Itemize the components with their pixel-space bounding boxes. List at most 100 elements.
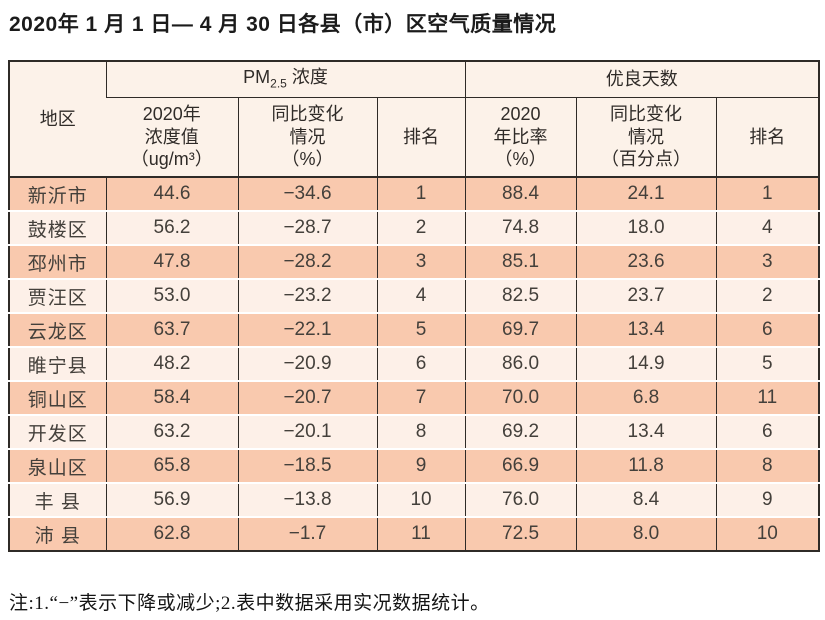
- cell-region: 睢宁县: [9, 347, 106, 382]
- cell-days-rate: 69.2: [464, 415, 577, 450]
- cell-pm-value: 53.0: [105, 279, 238, 314]
- cell-days-rank: 9: [715, 483, 820, 518]
- cell-pm-rank: 11: [376, 517, 466, 551]
- cell-pm-rank: 6: [376, 347, 466, 382]
- cell-days-rate: 85.1: [464, 245, 577, 280]
- cell-pm-value: 47.8: [105, 245, 238, 280]
- cell-days-rate: 88.4: [464, 177, 577, 212]
- cell-days-rate: 66.9: [464, 449, 577, 484]
- pm25-label-subscript: 2.5: [270, 77, 287, 92]
- cell-days-change: 18.0: [575, 211, 717, 246]
- pm25-label-base: PM: [243, 67, 271, 88]
- cell-pm-rank: 10: [376, 483, 466, 518]
- cell-days-change: 23.7: [575, 279, 717, 314]
- cell-pm-change: −13.8: [237, 483, 377, 518]
- cell-pm-value: 48.2: [105, 347, 238, 382]
- table-row: 贾汪区 53.0 −23.2 4 82.5 23.7 2: [9, 279, 820, 314]
- cell-days-rank: 11: [715, 381, 820, 416]
- cell-pm-value: 65.8: [105, 449, 238, 484]
- table-header: 地区 PM2.5 浓度 优良天数 2020年 浓度值 （ug/m³） 同比变化 …: [9, 61, 820, 178]
- cell-region: 邳州市: [9, 245, 106, 280]
- cell-days-rate: 69.7: [464, 313, 577, 348]
- header-group-good-days: 优良天数: [464, 61, 820, 98]
- cell-days-change: 11.8: [575, 449, 717, 484]
- cell-days-change: 23.6: [575, 245, 717, 280]
- header-row-subcolumns: 2020年 浓度值 （ug/m³） 同比变化 情况 （%） 排名 2020 年比…: [9, 97, 820, 178]
- cell-pm-value: 44.6: [105, 177, 238, 212]
- cell-pm-rank: 1: [376, 177, 466, 212]
- footnote: 注:1.“−”表示下降或减少;2.表中数据采用实况数据统计。: [9, 593, 490, 614]
- header-days-change: 同比变化 情况 （百分点）: [575, 97, 717, 178]
- cell-days-change: 8.4: [575, 483, 717, 518]
- cell-region: 铜山区: [9, 381, 106, 416]
- table-row: 邳州市 47.8 −28.2 3 85.1 23.6 3: [9, 245, 820, 280]
- table-row: 新沂市 44.6 −34.6 1 88.4 24.1 1: [9, 177, 820, 212]
- cell-days-rank: 3: [715, 245, 820, 280]
- cell-pm-change: −18.5: [237, 449, 377, 484]
- cell-pm-change: −20.9: [237, 347, 377, 382]
- cell-days-change: 13.4: [575, 415, 717, 450]
- cell-days-rank: 5: [715, 347, 820, 382]
- air-quality-table: 地区 PM2.5 浓度 优良天数 2020年 浓度值 （ug/m³） 同比变化 …: [8, 60, 821, 552]
- cell-pm-value: 62.8: [105, 517, 238, 551]
- cell-pm-rank: 4: [376, 279, 466, 314]
- table-row: 铜山区 58.4 −20.7 7 70.0 6.8 11: [9, 381, 820, 416]
- header-days-rank: 排名: [715, 97, 820, 178]
- cell-pm-rank: 5: [376, 313, 466, 348]
- cell-days-rank: 10: [715, 517, 820, 551]
- cell-pm-change: −20.7: [237, 381, 377, 416]
- table-body: 新沂市 44.6 −34.6 1 88.4 24.1 1 鼓楼区 56.2 −28.7 2 74.8 1…: [9, 177, 820, 551]
- header-pm-value: 2020年 浓度值 （ug/m³）: [106, 97, 238, 178]
- cell-days-change: 13.4: [575, 313, 717, 348]
- cell-pm-value: 58.4: [105, 381, 238, 416]
- cell-pm-rank: 9: [376, 449, 466, 484]
- cell-pm-change: −1.7: [237, 517, 377, 551]
- cell-days-rank: 4: [715, 211, 820, 246]
- cell-pm-value: 56.9: [105, 483, 238, 518]
- table-row: 云龙区 63.7 −22.1 5 69.7 13.4 6: [9, 313, 820, 348]
- cell-region: 鼓楼区: [9, 211, 106, 246]
- page-title: 2020年 1 月 1 日— 4 月 30 日各县（市）区空气质量情况: [9, 13, 557, 36]
- cell-pm-rank: 7: [376, 381, 466, 416]
- cell-pm-rank: 3: [376, 245, 466, 280]
- table-row: 睢宁县 48.2 −20.9 6 86.0 14.9 5: [9, 347, 820, 382]
- cell-pm-change: −34.6: [237, 177, 377, 212]
- cell-region: 云龙区: [9, 313, 106, 348]
- table-row: 开发区 63.2 −20.1 8 69.2 13.4 6: [9, 415, 820, 450]
- cell-pm-value: 63.7: [105, 313, 238, 348]
- cell-days-rank: 6: [715, 313, 820, 348]
- table-row: 丰 县 56.9 −13.8 10 76.0 8.4 9: [9, 483, 820, 518]
- cell-days-rate: 74.8: [464, 211, 577, 246]
- header-region: 地区: [9, 61, 106, 178]
- cell-pm-change: −20.1: [237, 415, 377, 450]
- cell-days-change: 6.8: [575, 381, 717, 416]
- cell-region: 贾汪区: [9, 279, 106, 314]
- cell-pm-change: −22.1: [237, 313, 377, 348]
- cell-days-rank: 1: [715, 177, 820, 212]
- header-pm-change: 同比变化 情况 （%）: [237, 97, 377, 178]
- cell-days-rate: 76.0: [464, 483, 577, 518]
- cell-pm-value: 63.2: [105, 415, 238, 450]
- pm25-label-rest: 浓度: [286, 67, 328, 88]
- cell-region: 丰 县: [9, 483, 106, 518]
- cell-region: 新沂市: [9, 177, 106, 212]
- header-group-pm25: PM2.5 浓度: [105, 61, 466, 98]
- cell-pm-change: −28.2: [237, 245, 377, 280]
- table-row: 泉山区 65.8 −18.5 9 66.9 11.8 8: [9, 449, 820, 484]
- cell-days-rate: 70.0: [464, 381, 577, 416]
- table-row: 鼓楼区 56.2 −28.7 2 74.8 18.0 4: [9, 211, 820, 246]
- cell-days-change: 24.1: [575, 177, 717, 212]
- cell-days-change: 8.0: [575, 517, 717, 551]
- header-row-groups: 地区 PM2.5 浓度 优良天数: [9, 61, 820, 178]
- cell-region: 泉山区: [9, 449, 106, 484]
- cell-pm-rank: 8: [376, 415, 466, 450]
- cell-days-rank: 8: [715, 449, 820, 484]
- header-pm-rank: 排名: [376, 97, 466, 178]
- cell-pm-change: −28.7: [237, 211, 377, 246]
- cell-pm-value: 56.2: [105, 211, 238, 246]
- cell-pm-rank: 2: [376, 211, 466, 246]
- cell-days-change: 14.9: [575, 347, 717, 382]
- cell-days-rate: 72.5: [464, 517, 577, 551]
- cell-days-rank: 6: [715, 415, 820, 450]
